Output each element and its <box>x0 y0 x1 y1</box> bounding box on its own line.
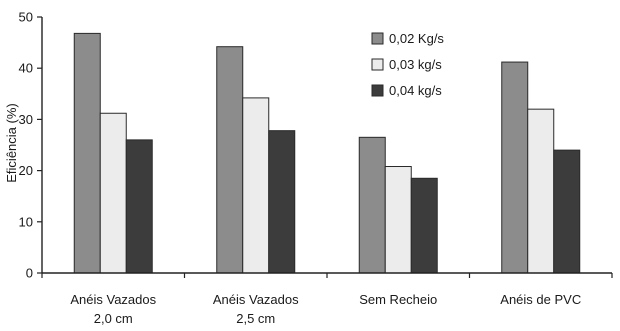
x-tick-label: 2,5 cm <box>236 311 275 326</box>
x-tick-label: 2,0 cm <box>94 311 133 326</box>
x-tick-label: Anéis Vazados <box>213 292 299 307</box>
bar <box>268 130 296 274</box>
legend-label: 0,03 kg/s <box>389 57 442 72</box>
y-tick-label: 10 <box>19 214 33 229</box>
bar <box>410 177 438 274</box>
y-axis-title-group: Eficiência (%) <box>4 103 19 182</box>
y-tick-label: 0 <box>26 266 33 281</box>
bar <box>358 136 386 274</box>
bar <box>216 46 244 274</box>
bar <box>73 32 101 274</box>
legend-swatch <box>371 84 384 97</box>
y-tick-label: 20 <box>19 163 33 178</box>
x-tick-label: Sem Recheio <box>359 292 437 307</box>
bar <box>527 108 555 274</box>
x-tick-label: Anéis Vazados <box>70 292 156 307</box>
bar <box>553 149 581 274</box>
bar <box>242 97 270 274</box>
legend: 0,02 Kg/s 0,03 kg/s 0,04 kg/s <box>371 31 444 98</box>
y-tick-label: 50 <box>19 10 33 25</box>
legend-label: 0,02 Kg/s <box>389 31 444 46</box>
x-tick-label: Anéis de PVC <box>500 292 581 307</box>
legend-label: 0,04 kg/s <box>389 83 442 98</box>
legend-swatch <box>371 58 384 71</box>
plot-area: 0 10 20 30 40 50 Anéis Vazados 2,0 cm Anéis Vaza… <box>19 10 613 326</box>
y-tick-label: 30 <box>19 112 33 127</box>
bar <box>125 139 153 274</box>
bar <box>99 112 127 274</box>
y-axis-title: Eficiência (%) <box>4 103 19 182</box>
legend-swatch <box>371 32 384 45</box>
bar <box>501 61 529 274</box>
bar <box>384 166 412 274</box>
y-tick-label: 40 <box>19 61 33 76</box>
